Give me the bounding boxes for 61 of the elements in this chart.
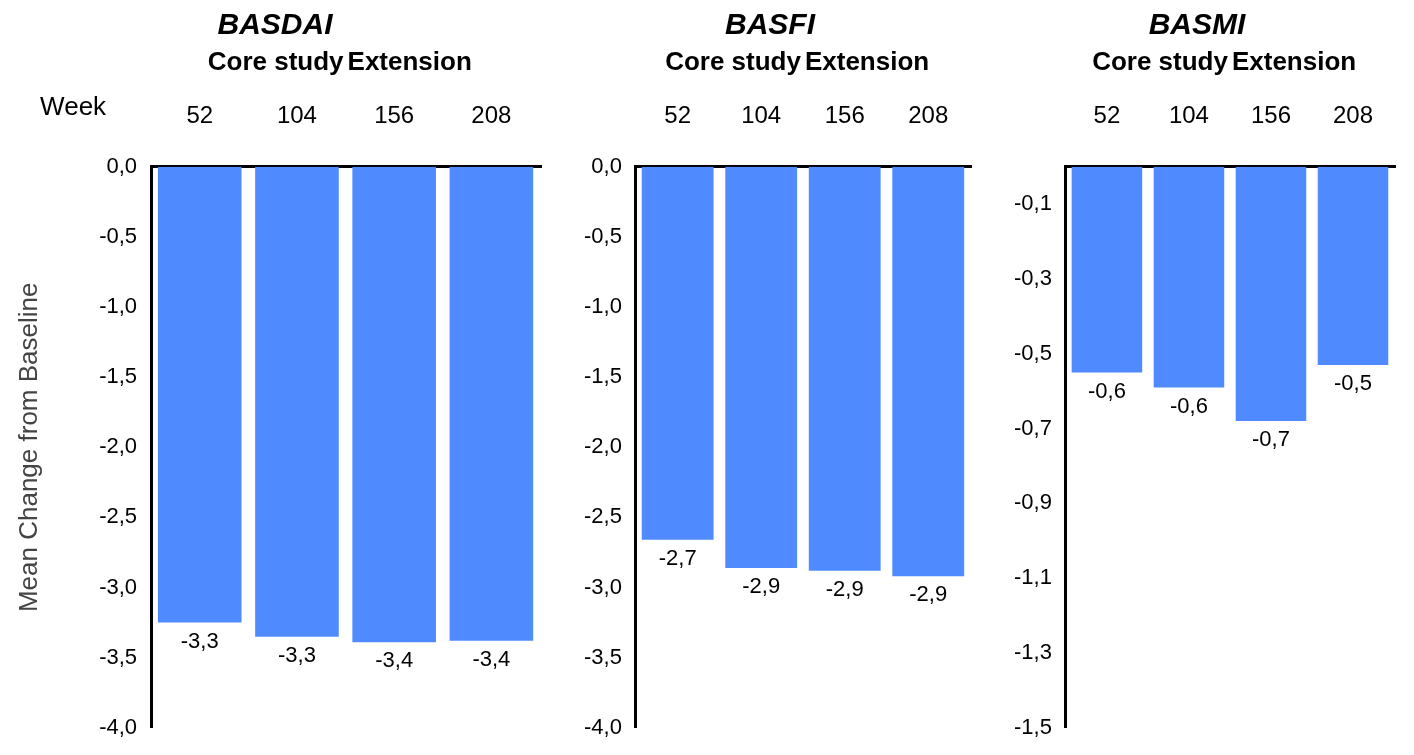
y-tick-label: -0,5 (99, 222, 138, 248)
x-tick-label: 156 (824, 101, 865, 129)
y-tick-label: -4,0 (99, 713, 138, 739)
data-label: -2,9 (825, 575, 864, 601)
x-tick-label: 156 (374, 101, 415, 129)
x-tick-label: 52 (1093, 101, 1121, 129)
data-label: -2,9 (909, 581, 948, 607)
chart-title: BASFI (725, 7, 816, 41)
x-tick-label: 208 (908, 101, 949, 129)
data-label: -2,7 (658, 544, 697, 570)
y-tick-label: -2,0 (99, 433, 138, 459)
data-label: -3,4 (375, 647, 414, 673)
chart-title: BASDAI (217, 7, 334, 41)
data-label: -0,7 (1252, 426, 1290, 452)
y-tick-label: -3,5 (583, 643, 622, 669)
y-tick-label: -0,5 (583, 222, 622, 248)
y-tick-label: -3,0 (99, 573, 138, 599)
y-tick-label: -1,5 (1013, 713, 1052, 739)
y-tick-label: 0,0 (591, 152, 622, 178)
y-tick-label: -0,9 (1013, 489, 1052, 515)
y-tick-label: -4,0 (583, 713, 622, 739)
text: Extension (1231, 46, 1357, 77)
y-tick-label: 0,0 (106, 152, 138, 178)
y-tick-label: -0,5 (1013, 339, 1052, 365)
y-tick-label: -1,0 (99, 293, 138, 319)
data-label: -0,5 (1334, 370, 1372, 396)
y-tick-label: -1,5 (583, 363, 622, 389)
y-tick-label: -0,7 (1013, 414, 1052, 440)
y-tick-label: -1,0 (583, 293, 622, 319)
x-tick-label: 104 (741, 101, 782, 129)
data-label: -3,4 (472, 645, 511, 671)
data-label: -0,6 (1169, 392, 1208, 418)
x-tick-label: 104 (1168, 101, 1209, 129)
y-tick-label: -3,5 (99, 643, 138, 669)
y-tick-label: -2,5 (99, 503, 138, 529)
text: Core study (1092, 46, 1229, 77)
y-tick-label: -0,1 (1013, 190, 1052, 216)
chart-title: BASMI (1148, 7, 1246, 41)
data-label: -0,6 (1087, 377, 1126, 403)
y-tick-label: -1,3 (1013, 639, 1052, 665)
y-tick-label: -2,5 (583, 503, 622, 529)
x-tick-label: 208 (471, 101, 512, 129)
text: Extension (347, 46, 472, 77)
text: Core study (665, 46, 802, 77)
y-axis-title: Mean Change from Baseline (12, 282, 43, 613)
text: Week (40, 91, 108, 122)
data-label: -3,3 (180, 627, 219, 653)
x-tick-label: 208 (1332, 101, 1374, 129)
y-tick-label: -0,3 (1013, 265, 1052, 291)
data-label: -2,9 (742, 572, 781, 598)
y-tick-label: -1,5 (99, 363, 138, 389)
text: Core study (207, 46, 345, 77)
x-tick-label: 52 (664, 101, 692, 129)
x-tick-label: 104 (276, 101, 317, 129)
text: Extension (804, 46, 930, 77)
y-tick-label: -3,0 (583, 573, 622, 599)
y-tick-label: -2,0 (583, 433, 622, 459)
x-tick-label: 52 (186, 101, 214, 129)
y-tick-label: -1,1 (1013, 564, 1052, 590)
x-tick-label: 156 (1250, 101, 1291, 129)
data-label: -3,3 (277, 641, 316, 667)
